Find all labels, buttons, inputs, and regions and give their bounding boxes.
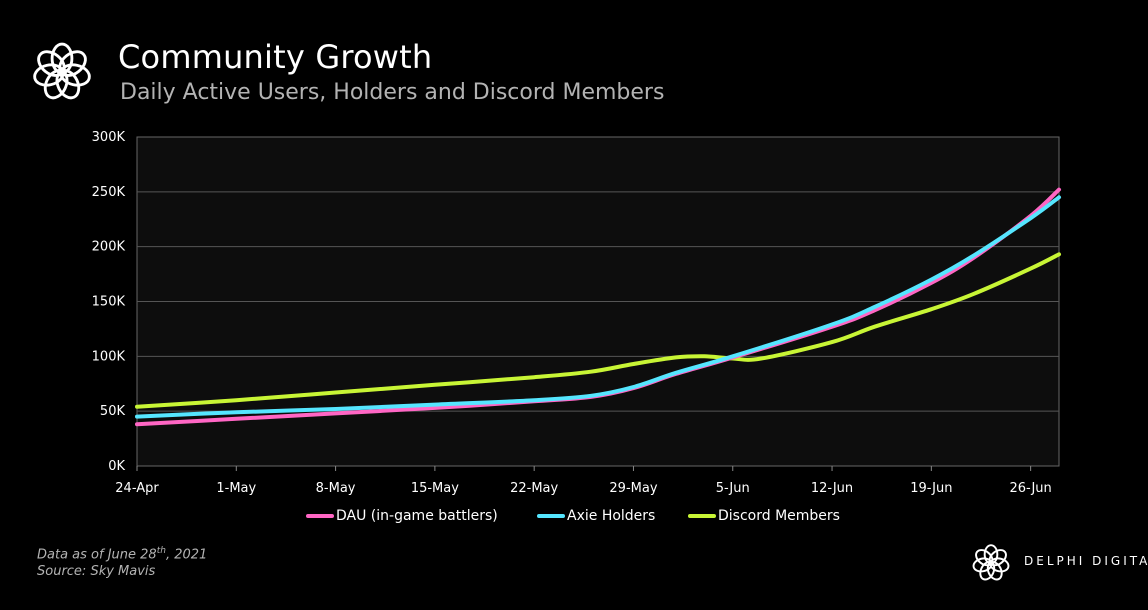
series-line-axie-holders: [135, 195, 1061, 419]
source-note: Source: Sky Mavis: [37, 564, 156, 579]
x-tick-label: 8-May: [316, 481, 356, 496]
x-axis: 24-Apr 1-May 8-May 15-May 22-May 29-May 5-Jun 1…: [115, 466, 1052, 496]
data-date-note: Data as of June 28th, 2021: [37, 546, 208, 563]
y-tick-label: 100K: [92, 349, 126, 364]
legend-swatch-holders: [537, 514, 565, 518]
legend-label-holders: Axie Holders: [567, 508, 656, 524]
y-tick-label: 200K: [92, 240, 126, 255]
grid-lines: [137, 191, 1059, 412]
x-tick-label: 26-Jun: [1009, 481, 1051, 496]
page-subtitle: Daily Active Users, Holders and Discord …: [120, 80, 665, 105]
page-title: Community Growth: [118, 38, 433, 76]
y-tick-label: 50K: [100, 404, 126, 419]
x-tick-label: 24-Apr: [115, 481, 159, 496]
legend-label-dau: DAU (in-game battlers): [336, 508, 498, 524]
legend-swatch-dau: [306, 514, 334, 518]
logo-petal: [37, 50, 66, 77]
brand-name: DELPHI DIGITAL: [1024, 554, 1148, 568]
legend-label-discord: Discord Members: [718, 508, 840, 524]
delphi-flower-icon: [33, 42, 91, 100]
legend-item-discord: Discord Members: [688, 505, 840, 527]
y-axis: 0K 50K 100K 150K 200K 250K 300K: [92, 130, 126, 474]
x-tick-label: 5-Jun: [716, 481, 750, 496]
logo-petal: [975, 549, 994, 567]
y-tick-label: 250K: [92, 185, 126, 200]
series-line-discord: [135, 252, 1061, 409]
x-tick-label: 22-May: [510, 481, 558, 496]
y-tick-label: 0K: [108, 459, 125, 474]
x-tick-label: 15-May: [411, 481, 459, 496]
x-tick-label: 12-Jun: [811, 481, 853, 496]
y-tick-label: 300K: [92, 130, 126, 145]
delphi-flower-icon: [972, 544, 1010, 581]
legend: DAU (in-game battlers) Axie Holders Disc…: [0, 505, 1148, 527]
y-tick-label: 150K: [92, 295, 126, 310]
legend-item-holders: Axie Holders: [537, 505, 655, 527]
legend-swatch-discord: [688, 514, 716, 518]
legend-item-dau: DAU (in-game battlers): [306, 505, 498, 527]
x-tick-label: 29-May: [609, 481, 657, 496]
x-tick-label: 19-Jun: [910, 481, 952, 496]
x-tick-label: 1-May: [216, 481, 256, 496]
series-lines: [135, 187, 1061, 427]
brand: DELPHI DIGITAL: [968, 540, 1148, 586]
